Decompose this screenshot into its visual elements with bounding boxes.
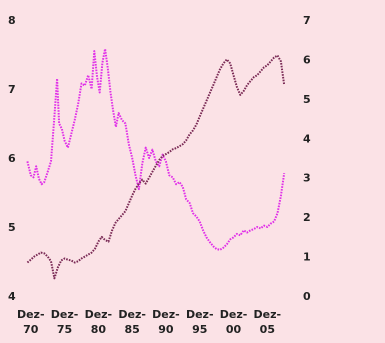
x-tick-label-line2: 80 [91,323,107,336]
right-y-axis: 0 1 2 3 4 5 6 7 [303,14,311,303]
x-tick-label-line2: 70 [23,323,39,336]
right-y-tick-label: 2 [303,211,311,224]
right-y-tick-label: 5 [303,93,311,106]
x-tick-label-line1: Dez- [118,308,146,321]
x-tick-label-line1: Dez- [17,308,45,321]
series-layer [26,48,286,280]
series-line-right-axis [26,54,286,280]
x-tick-label-line2: 75 [57,323,72,336]
x-tick-label-line1: Dez- [51,308,79,321]
x-tick-label-line1: Dez- [220,308,248,321]
x-tick-label-line1: Dez- [85,308,113,321]
x-tick-label-line2: 85 [124,323,139,336]
x-axis: Dez- 70 Dez- 75 Dez- 80 Dez- 85 Dez- 90 Dez- 95 Dez-… [17,308,281,336]
x-tick-label-line2: 95 [192,323,207,336]
x-tick-label-line2: 05 [260,323,275,336]
left-y-tick-label: 8 [8,14,16,27]
right-y-tick-label: 7 [303,14,311,27]
right-y-tick-label: 3 [303,172,311,185]
series-line-left-axis [26,48,286,251]
right-y-tick-label: 1 [303,251,311,264]
right-y-tick-label: 0 [303,290,311,303]
left-y-tick-label: 5 [8,221,16,234]
x-tick-label-line2: 00 [226,323,242,336]
left-y-axis: 4 5 6 7 8 [8,14,16,303]
x-tick-label-line1: Dez- [186,308,214,321]
right-y-tick-label: 4 [303,132,311,145]
x-tick-label-line2: 90 [158,323,174,336]
left-y-tick-label: 7 [8,83,16,96]
x-tick-label-line1: Dez- [254,308,282,321]
left-y-tick-label: 4 [8,290,16,303]
left-y-tick-label: 6 [8,152,16,165]
right-y-tick-label: 6 [303,53,311,66]
x-tick-label-line1: Dez- [152,308,180,321]
